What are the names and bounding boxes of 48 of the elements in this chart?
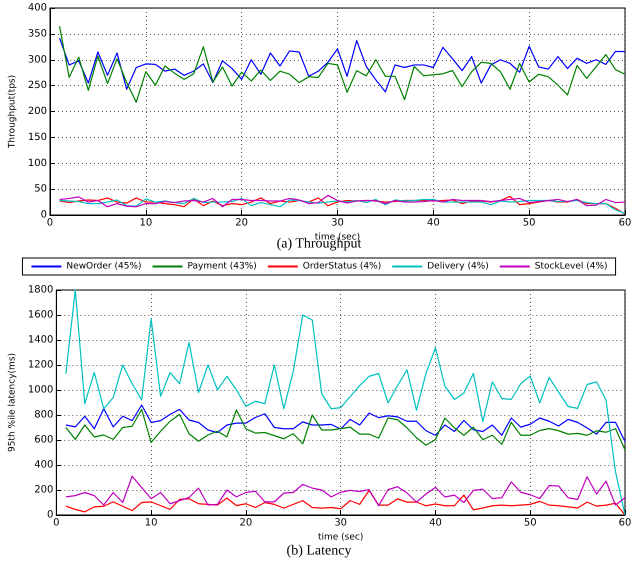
x-tick-label: 50 bbox=[522, 218, 536, 228]
legend-label: OrderStatus (4%) bbox=[302, 262, 382, 272]
x-tick-label: 10 bbox=[139, 218, 152, 228]
x-tick-label: 20 bbox=[240, 518, 252, 528]
y-tick-label: 1600 bbox=[28, 310, 54, 320]
y-tick-label: 50 bbox=[34, 184, 47, 195]
line-series bbox=[65, 404, 626, 442]
line-series bbox=[58, 194, 626, 208]
x-tick-label: 60 bbox=[618, 218, 632, 228]
x-tick-label: 40 bbox=[426, 218, 440, 228]
y-tick-label: 100 bbox=[28, 158, 47, 169]
y-tick-label: 0 bbox=[46, 510, 54, 520]
x-tick-label: 50 bbox=[524, 518, 537, 528]
x-axis-title: time (sec) bbox=[318, 532, 364, 542]
y-tick-label: 1800 bbox=[28, 284, 54, 296]
y-tick-label: 800 bbox=[34, 410, 54, 420]
x-tick-label: 30 bbox=[334, 518, 348, 528]
y-tick-label: 200 bbox=[28, 106, 47, 117]
line-series bbox=[65, 490, 626, 516]
y-tick-label: 1200 bbox=[28, 360, 54, 370]
x-tick-label: 10 bbox=[144, 518, 158, 528]
y-tick-label: 300 bbox=[28, 54, 47, 66]
y-tick-label: 600 bbox=[34, 434, 54, 446]
text: (b) Latency bbox=[286, 544, 352, 558]
y-tick-label: 1000 bbox=[28, 384, 54, 396]
legend-label: NewOrder (45%) bbox=[66, 262, 142, 272]
legend-label: StockLevel (4%) bbox=[534, 262, 608, 272]
y-tick-label: 200 bbox=[34, 484, 54, 496]
line-series bbox=[58, 26, 626, 103]
y-tick-label: 350 bbox=[28, 28, 47, 40]
x-tick-label: 30 bbox=[331, 218, 344, 228]
x-tick-label: 40 bbox=[429, 518, 442, 528]
x-tick-label: 60 bbox=[618, 518, 632, 528]
legend-label: Payment (43%) bbox=[188, 262, 257, 272]
y-tick-label: 400 bbox=[28, 2, 47, 14]
y-tick-label: 0 bbox=[40, 210, 47, 220]
y-tick-label: 250 bbox=[28, 80, 47, 92]
y-tick-label: 400 bbox=[34, 460, 54, 470]
line-series bbox=[65, 408, 626, 450]
y-tick-label: 1400 bbox=[28, 334, 54, 346]
x-tick-label: 20 bbox=[235, 218, 248, 228]
line-series bbox=[65, 476, 626, 506]
y-axis-title: 95th %ile latency(ms) bbox=[8, 352, 18, 452]
legend-label: Delivery (4%) bbox=[427, 262, 489, 272]
y-axis-title: Throughput(tps) bbox=[8, 74, 18, 150]
line-series bbox=[58, 37, 626, 92]
y-tick-label: 150 bbox=[28, 132, 47, 143]
line-series bbox=[65, 289, 626, 516]
